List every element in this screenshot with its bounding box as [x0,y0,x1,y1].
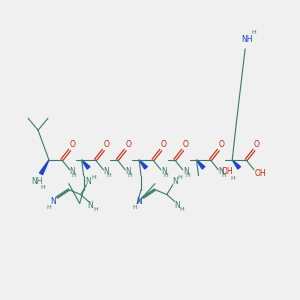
Text: H: H [40,185,45,190]
Text: H: H [179,207,184,212]
Text: N: N [103,167,109,176]
Text: N: N [183,167,188,176]
Text: NH: NH [31,177,43,186]
Text: H: H [252,30,256,34]
Text: O: O [161,140,167,148]
Polygon shape [232,160,241,169]
Text: H: H [231,176,236,181]
Text: O: O [70,140,76,148]
Text: H: H [164,173,168,178]
Text: O: O [103,140,109,148]
Text: N: N [88,201,93,210]
Text: N: N [125,167,131,176]
Text: O: O [125,140,131,148]
Text: O: O [254,140,260,148]
Text: N: N [50,197,56,206]
Text: N: N [172,177,178,186]
Polygon shape [82,160,90,169]
Text: O: O [183,140,189,148]
Text: H: H [91,175,96,180]
Text: N: N [174,201,180,210]
Polygon shape [196,160,205,169]
Text: H: H [133,205,137,210]
Text: N: N [69,167,75,176]
Text: H: H [106,173,111,178]
Text: N: N [161,167,167,176]
Text: H: H [128,173,133,178]
Text: O: O [218,140,224,148]
Text: H: H [185,173,190,178]
Text: H: H [93,207,98,212]
Text: N: N [136,197,142,206]
Text: OH: OH [221,167,233,176]
Text: N: N [218,167,224,176]
Polygon shape [40,160,49,175]
Text: H: H [46,205,51,210]
Text: H: H [221,173,226,178]
Text: H: H [71,173,76,178]
Text: H: H [177,175,182,180]
Text: NH: NH [241,34,253,43]
Polygon shape [139,160,147,169]
Text: N: N [86,177,92,186]
Text: OH: OH [254,169,266,178]
